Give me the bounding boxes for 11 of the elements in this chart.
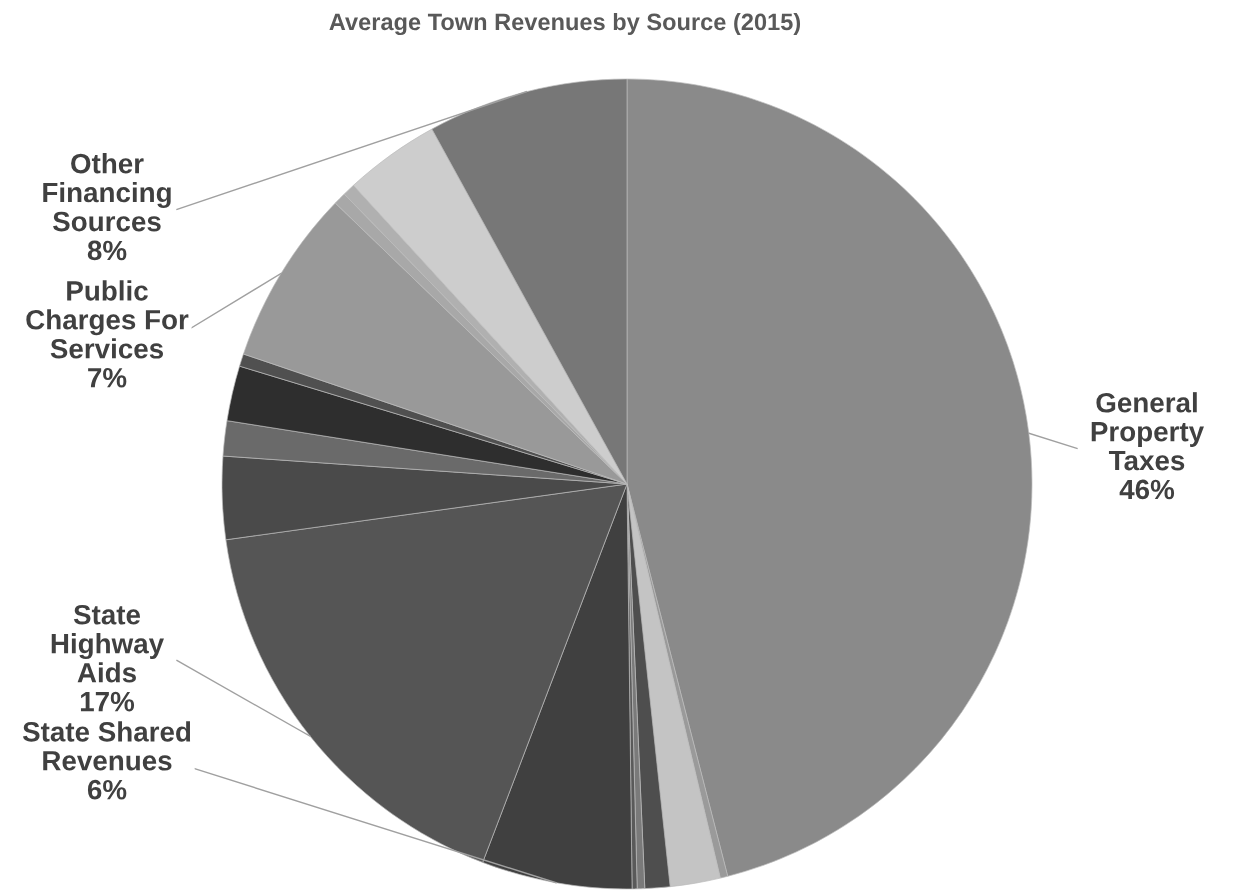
data-label: 8% xyxy=(87,240,127,261)
slice-label: Other Financing Sources xyxy=(43,153,171,232)
data-label: 6% xyxy=(87,779,127,800)
slice-label: General Property Taxes xyxy=(1091,392,1204,471)
slice-label: State Shared Revenues xyxy=(22,721,191,771)
slice-label: Public Charges For Services xyxy=(26,280,189,359)
data-label: 7% xyxy=(88,367,127,388)
data-label: 17% xyxy=(80,691,135,712)
chart-title: Average Town Revenues by Source (2015) xyxy=(329,12,801,36)
slice-label: State Highway Aids xyxy=(51,604,164,683)
data-label: 46% xyxy=(1119,479,1175,500)
